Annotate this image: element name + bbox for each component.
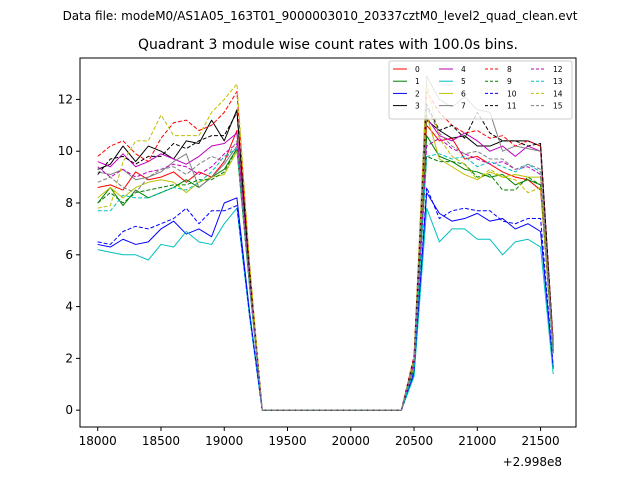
legend-label: 4: [461, 65, 466, 74]
legend-label: 12: [553, 65, 563, 74]
legend-label: 5: [461, 77, 466, 86]
y-tick-label: 12: [58, 92, 73, 106]
legend-label: 6: [461, 89, 466, 98]
chart-title: Quadrant 3 module wise count rates with …: [138, 37, 518, 53]
y-tick-label: 2: [65, 351, 73, 365]
figure-suptitle: Data file: modeM0/AS1A05_163T01_90000030…: [63, 9, 578, 23]
x-tick-label: 21000: [458, 434, 496, 448]
legend-box: [388, 60, 573, 120]
y-axis: 0 2 4 6 8 10 12: [58, 92, 80, 417]
x-tick-label: 19000: [205, 434, 243, 448]
x-tick-label: 20500: [395, 434, 433, 448]
x-axis: 18000 18500 19000 19500 20000 20500 21000 21500: [79, 427, 560, 448]
series-line-13: [97, 148, 554, 411]
legend-label: 15: [553, 102, 563, 111]
legend-label: 14: [553, 89, 563, 98]
x-tick-label: 19500: [268, 434, 306, 448]
x-tick-label: 21500: [521, 434, 559, 448]
x-tick-label: 18000: [79, 434, 117, 448]
legend-label: 7: [461, 102, 466, 111]
series-line-12: [97, 137, 554, 411]
x-tick-label: 18500: [142, 434, 180, 448]
legend-label: 10: [507, 89, 517, 98]
y-tick-label: 8: [65, 196, 73, 210]
x-tick-label: 20000: [332, 434, 370, 448]
y-tick-label: 0: [65, 403, 73, 417]
legend-label: 13: [553, 77, 563, 86]
series-line-15: [97, 106, 554, 411]
axes-frame: [79, 57, 577, 428]
legend-label: 0: [415, 65, 420, 74]
y-tick-label: 4: [65, 300, 73, 314]
legend-label: 1: [415, 77, 420, 86]
y-tick-label: 6: [65, 248, 73, 262]
legend-label: 9: [507, 77, 512, 86]
legend-label: 11: [507, 102, 517, 111]
x-offset-label: +2.998e8: [503, 455, 562, 469]
plot-area: 18000 18500 19000 19500 20000 20500 21000 21500…: [58, 57, 577, 469]
legend-label: 3: [415, 102, 420, 111]
series-line-14: [97, 83, 554, 411]
y-tick-label: 10: [58, 144, 73, 158]
legend-label: 8: [507, 65, 512, 74]
series-layer: [97, 75, 554, 411]
legend-label: 2: [415, 89, 420, 98]
